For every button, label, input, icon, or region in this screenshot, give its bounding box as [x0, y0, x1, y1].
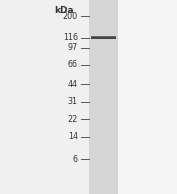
- Text: 200: 200: [63, 12, 78, 21]
- Bar: [89, 0, 118, 194]
- Text: 6: 6: [73, 155, 78, 164]
- Text: 44: 44: [68, 80, 78, 89]
- Bar: [118, 0, 177, 194]
- Bar: [91, 36, 116, 39]
- Text: 22: 22: [68, 115, 78, 124]
- Text: 116: 116: [63, 33, 78, 42]
- Text: 14: 14: [68, 132, 78, 141]
- Text: 97: 97: [68, 43, 78, 52]
- Text: kDa: kDa: [55, 6, 74, 15]
- Text: 31: 31: [68, 97, 78, 106]
- Text: 66: 66: [68, 61, 78, 69]
